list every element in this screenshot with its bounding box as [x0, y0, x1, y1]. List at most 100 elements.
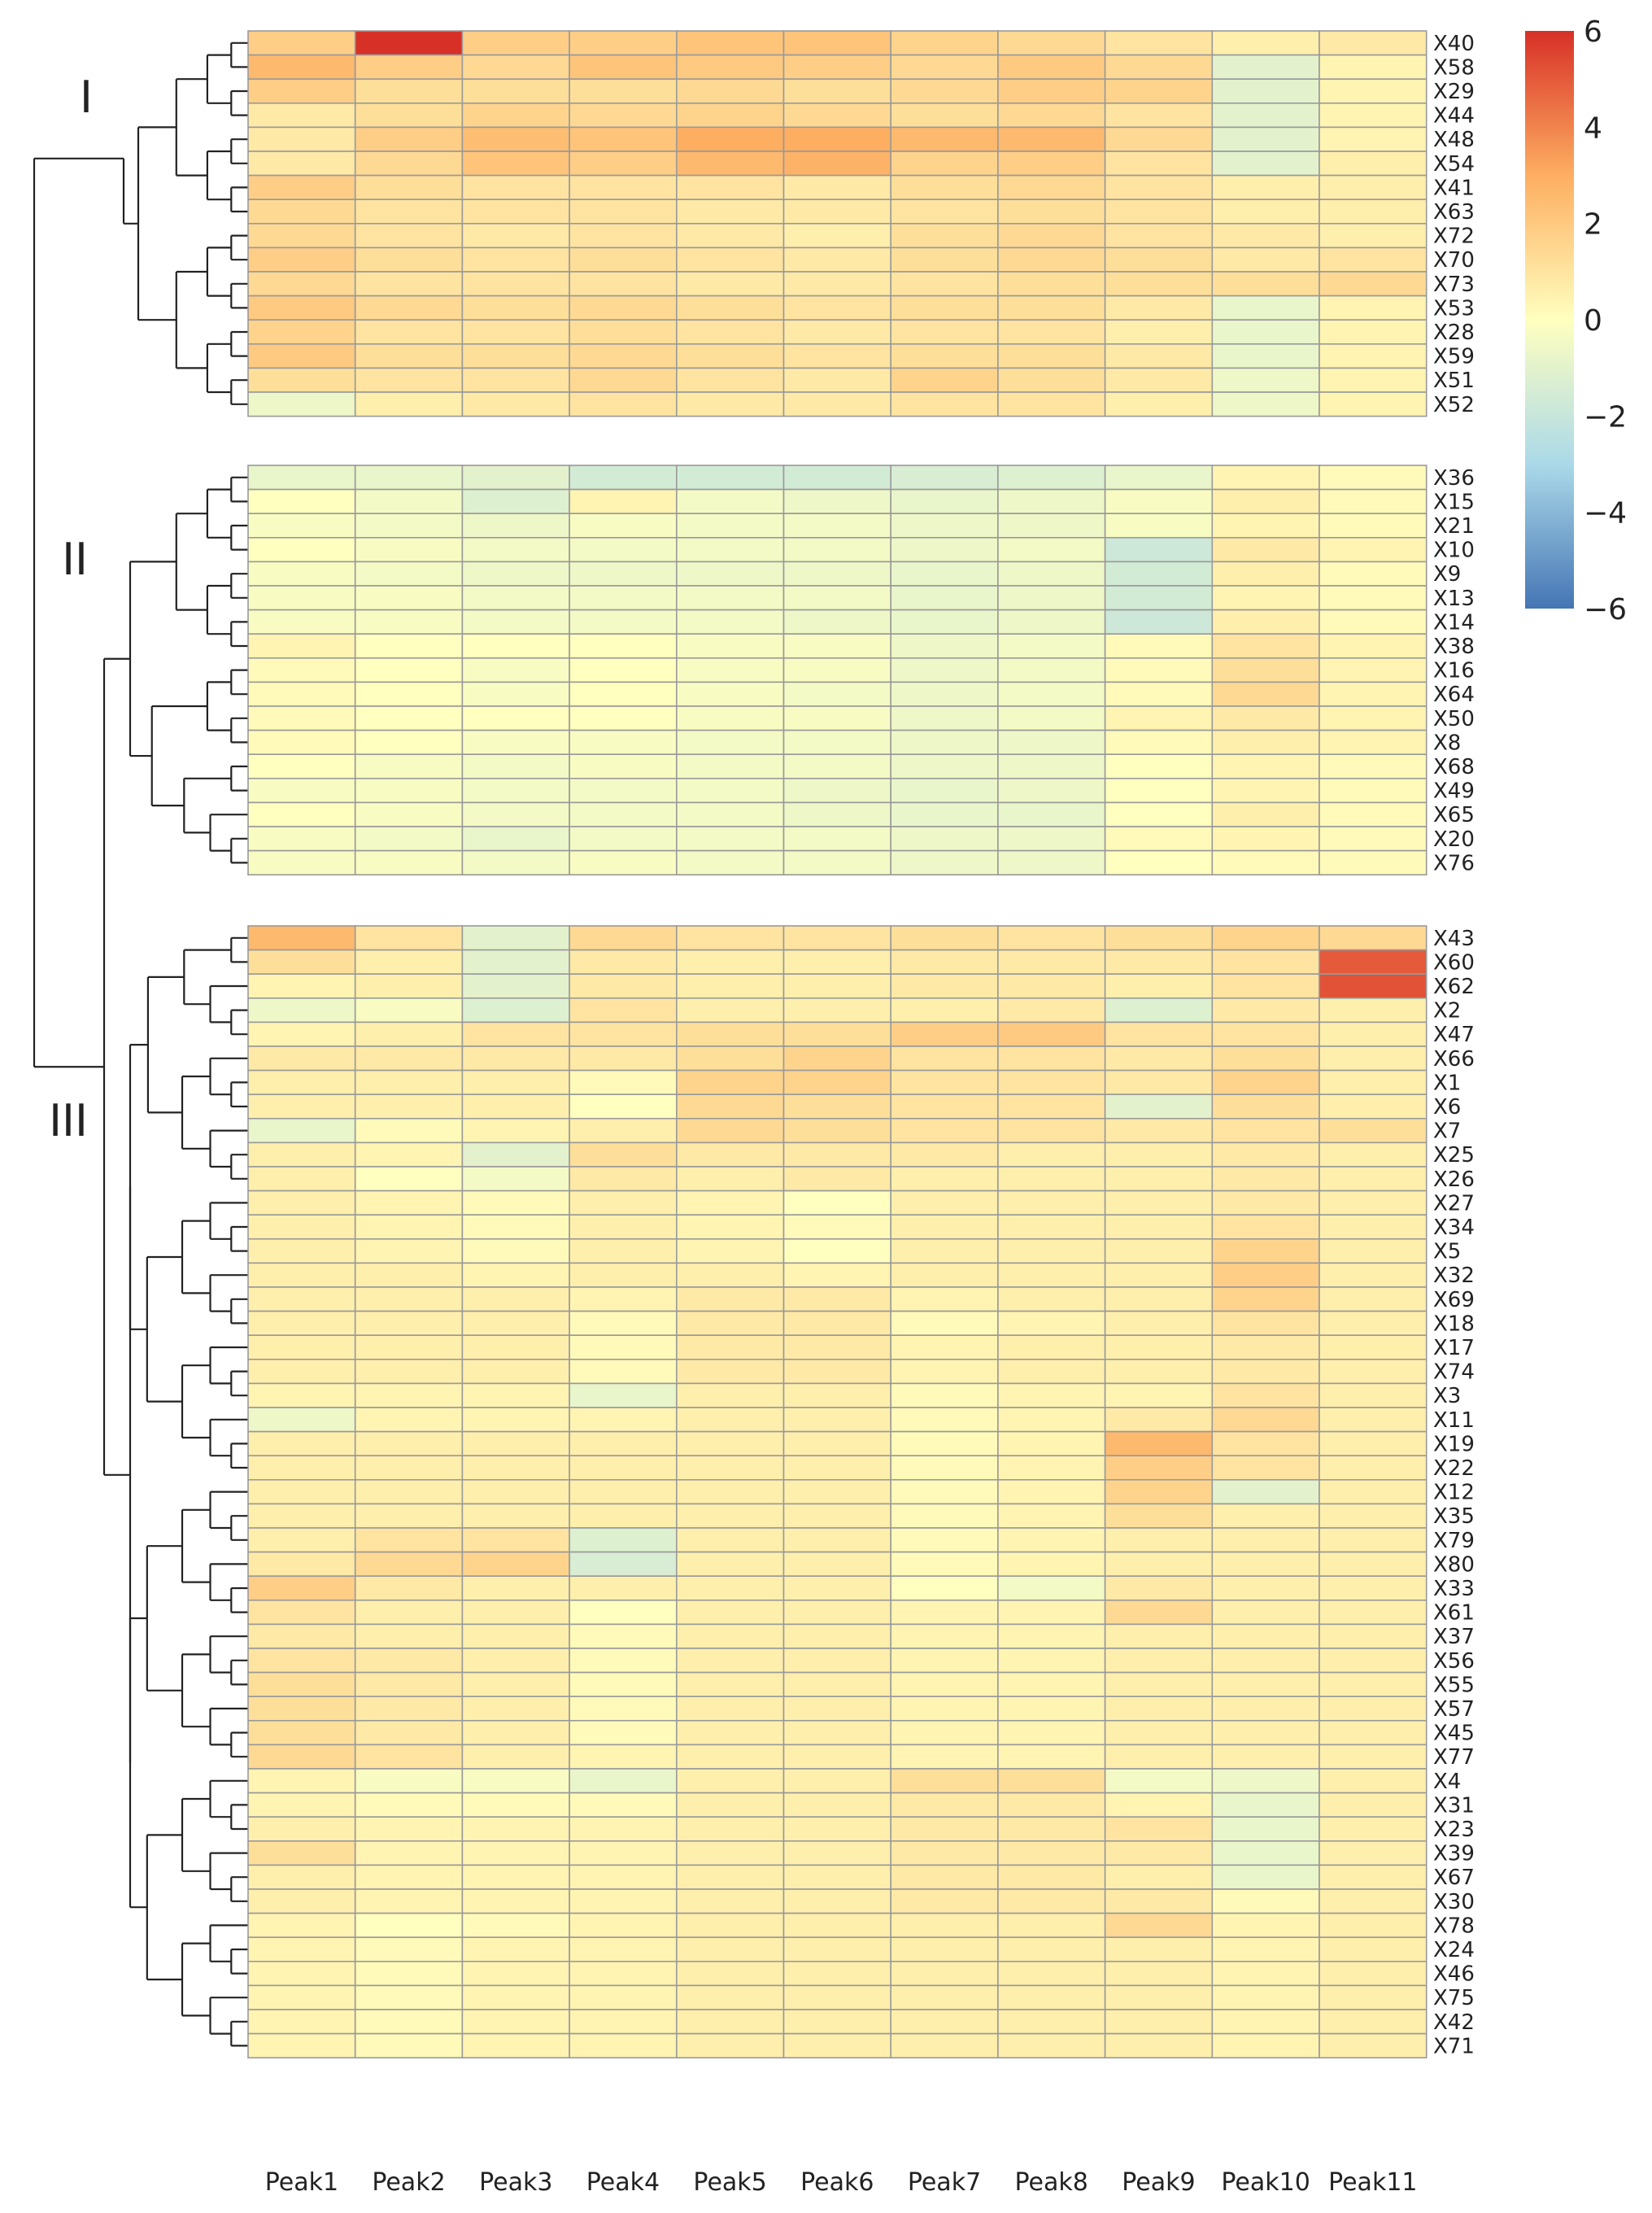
heatmap-cell	[997, 199, 1106, 225]
heatmap-cell	[247, 1479, 356, 1505]
heatmap-cell	[782, 367, 891, 393]
row-label: X78	[1433, 1914, 1475, 1938]
heatmap-cell	[1211, 1864, 1320, 1890]
heatmap-cell	[890, 1310, 999, 1336]
row-label: X31	[1433, 1793, 1475, 1818]
heatmap-cell	[1104, 1359, 1214, 1385]
heatmap-cell	[1319, 1479, 1428, 1505]
heatmap-cell	[1319, 1551, 1428, 1577]
heatmap-cell	[890, 1238, 999, 1264]
heatmap-cell	[1211, 1359, 1320, 1385]
heatmap-cell	[997, 151, 1106, 177]
heatmap-cell	[1319, 343, 1428, 369]
heatmap-cell	[997, 1984, 1106, 2010]
heatmap-cell	[782, 973, 891, 999]
heatmap-cell	[1104, 561, 1214, 587]
heatmap-cell	[247, 1093, 356, 1120]
heatmap-cell	[890, 513, 999, 539]
heatmap-cell	[354, 1503, 464, 1529]
heatmap-cell	[354, 295, 464, 321]
heatmap-cell	[890, 1961, 999, 1987]
heatmap-cell	[569, 1189, 678, 1216]
heatmap-cell	[782, 1720, 891, 1746]
heatmap-cell	[569, 30, 678, 56]
heatmap-cell	[1319, 1816, 1428, 1842]
heatmap-cell	[997, 1455, 1106, 1481]
heatmap-cell	[461, 657, 570, 683]
heatmap-cell	[1211, 1648, 1320, 1674]
heatmap-cell	[782, 343, 891, 369]
heatmap-cell	[675, 657, 785, 683]
heatmap-cell	[1319, 54, 1428, 80]
heatmap-cell	[1104, 1912, 1214, 1939]
heatmap-cell	[247, 1575, 356, 1601]
heatmap-cell	[675, 1455, 785, 1481]
heatmap-cell	[782, 151, 891, 177]
heatmap-cell	[247, 1768, 356, 1794]
heatmap-cell	[1319, 1166, 1428, 1192]
heatmap-cell	[461, 343, 570, 369]
row-label: X19	[1433, 1432, 1475, 1456]
heatmap-cell	[247, 729, 356, 755]
heatmap-cell	[997, 1141, 1106, 1168]
heatmap-cell	[997, 585, 1106, 611]
heatmap-cell	[354, 1166, 464, 1192]
heatmap-cell	[997, 343, 1106, 369]
heatmap-cell	[354, 1623, 464, 1649]
heatmap-cell	[675, 488, 785, 514]
heatmap-cell	[1211, 801, 1320, 827]
heatmap-cell	[1211, 1720, 1320, 1746]
heatmap-cell	[997, 1864, 1106, 1890]
heatmap-cell	[461, 609, 570, 635]
heatmap-cell	[675, 1840, 785, 1866]
heatmap-cell	[569, 1359, 678, 1385]
heatmap-cell	[890, 1816, 999, 1842]
row-label: X67	[1433, 1866, 1475, 1890]
heatmap-cell	[675, 1286, 785, 1312]
heatmap-cell	[1211, 1189, 1320, 1216]
heatmap-cell	[247, 1286, 356, 1312]
heatmap-cell	[247, 1503, 356, 1529]
heatmap-cell	[1104, 585, 1214, 611]
heatmap-cell	[1211, 1238, 1320, 1264]
heatmap-cell	[675, 391, 785, 417]
heatmap-cell	[354, 488, 464, 514]
heatmap-cell	[461, 1696, 570, 1722]
heatmap-cell	[461, 1936, 570, 1962]
heatmap-cell	[997, 174, 1106, 201]
heatmap-cell	[782, 1166, 891, 1192]
heatmap-cell	[997, 849, 1106, 875]
heatmap-cell	[1319, 319, 1428, 345]
row-label: X6	[1433, 1095, 1461, 1120]
heatmap-cell	[569, 1093, 678, 1120]
heatmap-cell	[569, 1912, 678, 1939]
heatmap-cell	[569, 103, 678, 129]
column-label: Peak8	[1015, 2168, 1088, 2197]
heatmap-cell	[569, 973, 678, 999]
heatmap-cell	[675, 465, 785, 491]
heatmap-cell	[461, 367, 570, 393]
heatmap-cell	[247, 1334, 356, 1360]
heatmap-cell	[1104, 826, 1214, 852]
heatmap-cell	[782, 1671, 891, 1698]
heatmap-cell	[1104, 199, 1214, 225]
heatmap-cell	[782, 925, 891, 951]
heatmap-cell	[675, 151, 785, 177]
heatmap-cell	[247, 319, 356, 345]
heatmap-cell	[569, 1021, 678, 1047]
heatmap-cell	[461, 1189, 570, 1216]
heatmap-cell	[1211, 849, 1320, 875]
row-label: X66	[1433, 1047, 1475, 1072]
heatmap-cell	[247, 174, 356, 201]
heatmap-cell	[569, 1045, 678, 1072]
heatmap-cell	[1104, 1551, 1214, 1577]
heatmap-cell	[890, 103, 999, 129]
heatmap-cell	[890, 1648, 999, 1674]
heatmap-cell	[461, 1503, 570, 1529]
heatmap-cell	[997, 319, 1106, 345]
heatmap-cell	[1319, 925, 1428, 951]
heatmap-cell	[1104, 536, 1214, 563]
heatmap-cell	[461, 1961, 570, 1987]
heatmap-cell	[675, 271, 785, 297]
row-label: X1	[1433, 1071, 1461, 1095]
